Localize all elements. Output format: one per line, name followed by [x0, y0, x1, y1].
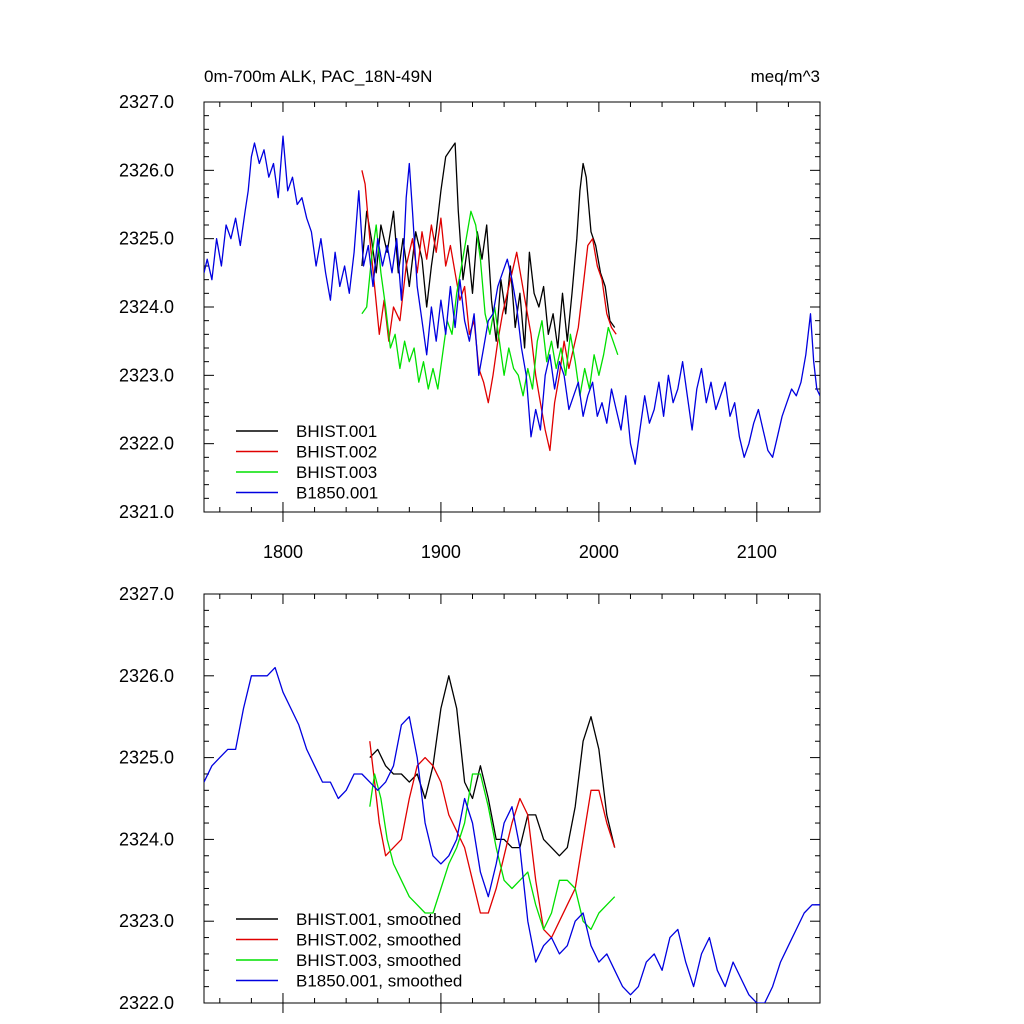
y-tick-label: 2321.0: [119, 502, 174, 522]
y-tick-label: 2325.0: [119, 748, 174, 768]
legend-label: BHIST.003: [296, 463, 377, 482]
top-panel: 2321.0 2322.0 2323.0 2324.0 2325.0 2326.0 2327…: [119, 92, 820, 562]
legend-label: BHIST.001: [296, 422, 377, 441]
y-tick-label: 2326.0: [119, 160, 174, 180]
series-line-b1850-001: [204, 136, 820, 464]
y-tick-label: 2327.0: [119, 584, 174, 604]
legend-label: BHIST.001, smoothed: [296, 910, 461, 929]
x-tick-label: 1900: [421, 542, 461, 562]
series-line-bhist-002-smoothed: [370, 741, 615, 937]
legend-label: BHIST.002: [296, 443, 377, 462]
chart-title: 0m-700m ALK, PAC_18N-49N: [204, 67, 432, 86]
y-tick-label: 2325.0: [119, 229, 174, 249]
x-tick-label: 2000: [579, 542, 619, 562]
y-tick-label: 2326.0: [119, 666, 174, 686]
y-tick-label: 2323.0: [119, 365, 174, 385]
legend-label: B1850.001, smoothed: [296, 972, 462, 991]
y-tick-label: 2324.0: [119, 297, 174, 317]
x-tick-label: 1800: [263, 542, 303, 562]
x-tick-label: 2100: [737, 542, 777, 562]
y-tick-label: 2327.0: [119, 92, 174, 112]
legend-label: B1850.001: [296, 484, 378, 503]
y-tick-label: 2324.0: [119, 829, 174, 849]
legend-label: BHIST.003, smoothed: [296, 951, 461, 970]
series-line-bhist-003-smoothed: [370, 774, 615, 929]
legend-label: BHIST.002, smoothed: [296, 931, 461, 950]
y-tick-label: 2322.0: [119, 993, 174, 1013]
units-label: meq/m^3: [751, 67, 820, 86]
y-tick-label: 2322.0: [119, 434, 174, 454]
y-tick-label: 2323.0: [119, 911, 174, 931]
bottom-panel: 2322.0 2323.0 2324.0 2325.0 2326.0 2327.0 BHIS…: [119, 584, 820, 1013]
series-line-bhist-003: [362, 211, 618, 395]
